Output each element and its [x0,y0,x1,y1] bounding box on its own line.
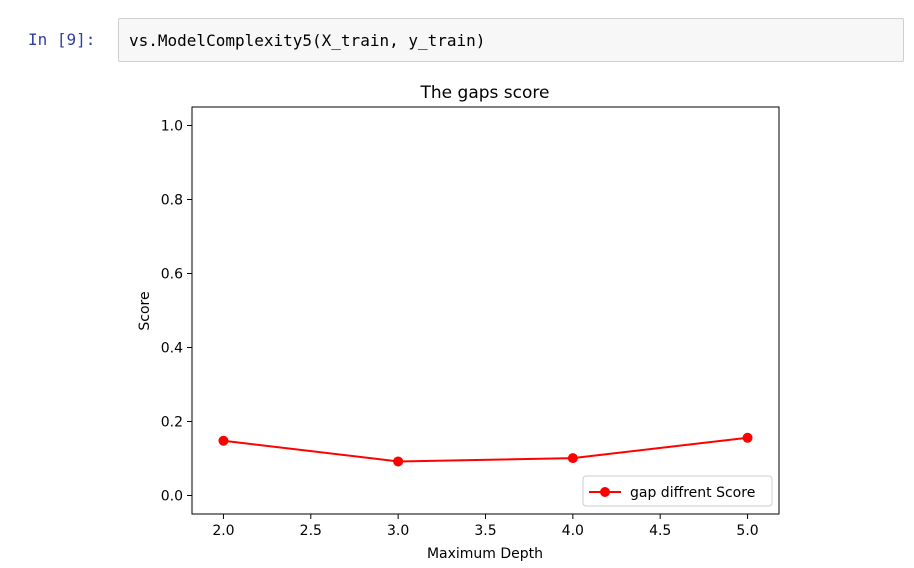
y-axis-label: Score [137,291,153,330]
y-tick-label: 0.6 [161,267,183,283]
legend-swatch-marker [600,487,610,497]
x-tick-label: 4.5 [649,523,671,539]
chart-title: The gaps score [420,83,550,103]
x-tick-label: 3.0 [387,523,409,539]
y-tick-label: 0.0 [161,489,183,505]
data-point [742,432,753,443]
data-point [567,453,578,464]
line-chart: The gaps score 2.0 2.5 3.0 3.5 4.0 4.5 5.0 0.0 0… [137,83,780,562]
cell-output: The gaps score 2.0 2.5 3.0 3.5 4.0 4.5 5.0 0.0 0… [118,74,798,564]
x-tick-label: 3.5 [474,523,496,539]
legend-entry: gap diffrent Score [630,485,755,501]
x-tick-label: 5.0 [736,523,758,539]
y-tick-label: 0.8 [161,193,183,209]
legend: gap diffrent Score [582,475,773,507]
legend-box [582,475,773,507]
x-tick-label: 2.0 [212,523,234,539]
code-cell-input[interactable]: vs.ModelComplexity5(X_train, y_train) [118,18,904,62]
data-point [393,456,404,467]
series-line [223,436,748,463]
x-axis-label: Maximum Depth [427,546,543,562]
y-tick-label: 0.2 [161,415,183,431]
x-tick-label: 2.5 [300,523,322,539]
plot-frame [191,106,780,515]
y-tick-label: 1.0 [161,119,183,135]
data-point [218,435,229,446]
cell-prompt: In [9]: [28,30,96,49]
code-text[interactable]: vs.ModelComplexity5(X_train, y_train) [129,31,486,50]
y-tick-label: 0.4 [161,341,183,357]
x-tick-label: 4.0 [562,523,584,539]
